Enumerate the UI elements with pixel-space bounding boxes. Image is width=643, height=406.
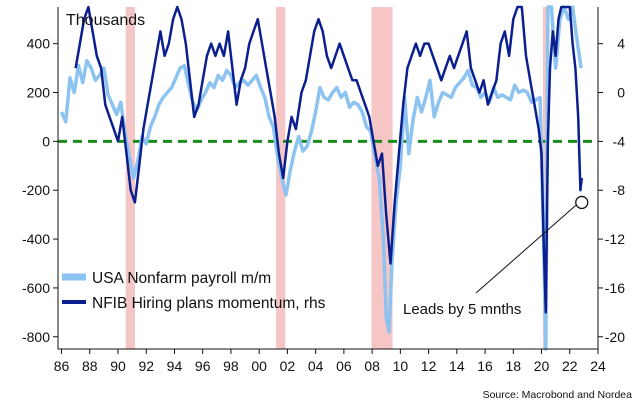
x-tick-label-8: 02 [280, 358, 296, 374]
recession-band-3 [542, 7, 548, 349]
recession-band-2 [371, 7, 393, 349]
right-tick-label-0: 8 [617, 0, 625, 3]
series-line-1 [74, 5, 584, 314]
x-tick-label-9: 04 [308, 358, 324, 374]
right-tick-label-3: -4 [613, 133, 626, 149]
x-tick-label-18: 22 [562, 358, 578, 374]
x-tick-label-4: 94 [167, 358, 183, 374]
x-tick-label-11: 08 [364, 358, 380, 374]
x-tick-label-5: 96 [195, 358, 211, 374]
x-tick-label-14: 14 [449, 358, 465, 374]
x-tick-label-10: 06 [336, 358, 352, 374]
right-tick-label-5: -12 [605, 231, 625, 247]
x-tick-label-6: 98 [223, 358, 239, 374]
unit-label: Thousands [66, 12, 145, 29]
x-tick-label-12: 10 [393, 358, 409, 374]
left-tick-label-0: 400 [27, 36, 51, 52]
left-tick-label-2: 0 [42, 133, 50, 149]
x-tick-label-2: 90 [110, 358, 126, 374]
x-axis-ticks: 86 88 90 92 94 96 98 00 02 04 06 08 10 12 14 16 18 20 22 24 [54, 349, 606, 374]
series-lines [59, 5, 584, 351]
left-tick-label-5: -600 [22, 280, 50, 296]
annotation: Leads by 5 mnths [403, 195, 589, 318]
source-note: Source: Macrobond and Nordea [483, 389, 633, 401]
right-tick-label-6: -16 [605, 280, 625, 296]
axes [57, 7, 599, 350]
left-tick-label-1: 200 [27, 85, 51, 101]
legend: USA Nonfarm payroll m/m NFIB Hiring plans… [62, 270, 326, 312]
x-tick-label-16: 18 [506, 358, 522, 374]
right-axis-ticks: 8 4 0 -4 -8 -12 -16 -20 [598, 0, 625, 345]
annotation-text: Leads by 5 mnths [403, 301, 521, 318]
x-tick-label-19: 24 [590, 358, 606, 374]
series-line-0 [59, 5, 583, 351]
right-tick-label-2: 0 [617, 85, 625, 101]
annotation-leader [475, 205, 577, 294]
right-tick-label-7: -20 [605, 329, 625, 345]
right-tick-label-4: -8 [613, 182, 626, 198]
left-tick-label-4: -400 [22, 231, 50, 247]
x-tick-label-15: 16 [477, 358, 493, 374]
x-tick-label-7: 00 [251, 358, 267, 374]
x-tick-label-1: 88 [82, 358, 98, 374]
right-tick-label-1: 4 [617, 36, 625, 52]
left-tick-label-3: -200 [22, 182, 50, 198]
left-axis-ticks: 400 200 0 -200 -400 -600 -800 [22, 36, 58, 345]
left-tick-label-6: -800 [22, 329, 50, 345]
annotation-marker [575, 195, 589, 210]
x-tick-label-13: 12 [421, 358, 437, 374]
x-tick-label-3: 92 [138, 358, 154, 374]
legend-label-0: USA Nonfarm payroll m/m [92, 270, 271, 287]
x-tick-label-17: 20 [534, 358, 550, 374]
legend-label-1: NFIB Hiring plans momentum, rhs [92, 295, 326, 312]
x-tick-label-0: 86 [54, 358, 70, 374]
